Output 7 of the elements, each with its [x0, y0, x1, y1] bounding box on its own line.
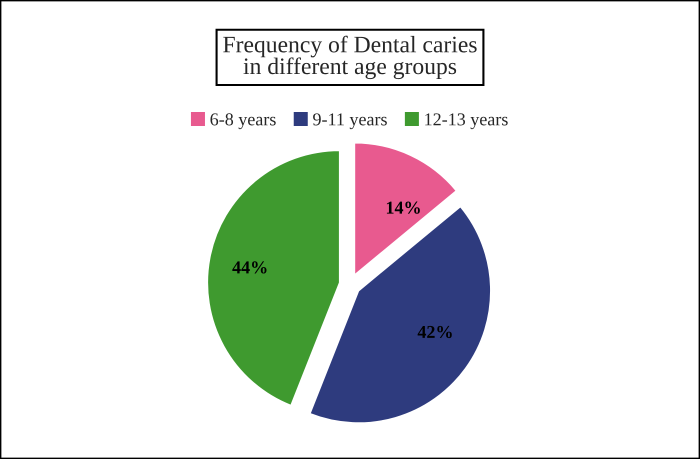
- legend-label: 6-8 years: [210, 113, 276, 130]
- chart-title: Frequency of Dental caries in different age groups: [223, 36, 477, 80]
- data-label: 14%: [386, 202, 420, 214]
- data-label: 44%: [232, 261, 266, 274]
- legend-label: 12-13 years: [425, 113, 508, 130]
- legend-label: 9-11 years: [313, 113, 387, 130]
- data-label: 42%: [418, 326, 452, 338]
